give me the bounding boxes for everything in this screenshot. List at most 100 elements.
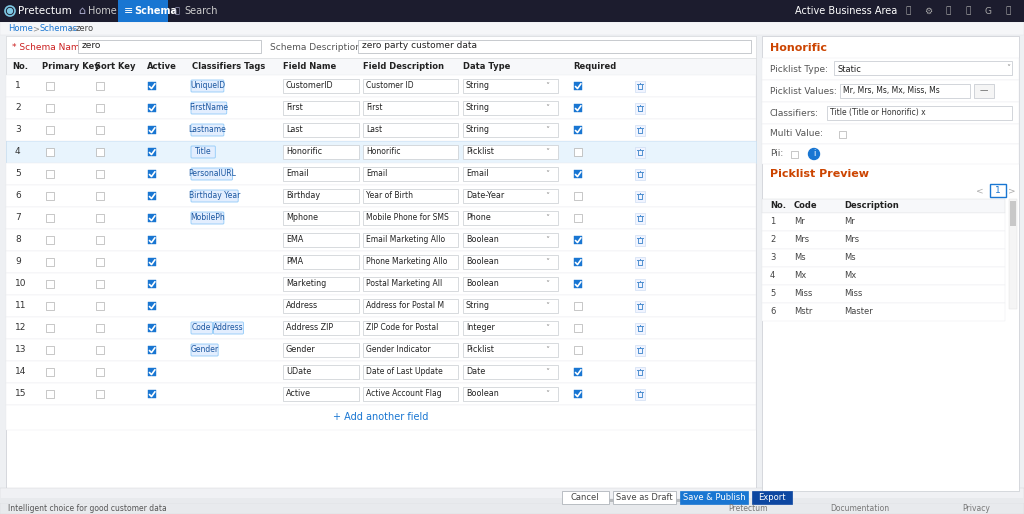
Text: Classifiers Tags: Classifiers Tags [193,62,265,71]
Text: Mobile Phone for SMS: Mobile Phone for SMS [366,213,449,223]
Bar [463,255,558,269]
Bar [283,123,359,137]
Bar [148,302,156,310]
Text: <: < [976,187,984,195]
Bar [463,79,558,93]
Text: ˅: ˅ [545,345,549,355]
Bar [574,390,582,398]
Text: Customer ID: Customer ID [366,82,414,90]
Bar [6,163,756,185]
Text: String: String [466,82,490,90]
Text: Date: Date [466,368,485,376]
Text: Lastname: Lastname [188,125,226,135]
Bar [762,199,1005,213]
Bar [762,267,1005,285]
Text: Schema: Schema [134,6,177,16]
Text: ZIP Code for Postal: ZIP Code for Postal [366,323,440,333]
Text: Privacy: Privacy [963,504,990,513]
Bar [362,145,458,159]
Bar [635,81,645,91]
FancyBboxPatch shape [191,212,224,224]
Text: 1: 1 [15,82,20,90]
Text: Pii:: Pii: [770,150,783,158]
Text: zero: zero [82,42,101,50]
Bar [46,302,53,310]
Bar [6,317,756,339]
Bar [148,104,156,112]
Bar [463,123,558,137]
Bar [574,126,582,134]
Bar [463,321,558,335]
Text: Picklist Preview: Picklist Preview [770,169,869,179]
Text: Ms: Ms [844,253,856,263]
Text: Miss: Miss [794,289,812,299]
Bar [762,102,1019,124]
Text: Address for Postal M: Address for Postal M [366,302,444,310]
Bar [574,324,582,332]
Text: Mphone: Mphone [286,213,318,223]
Text: Miss: Miss [844,289,862,299]
Text: ˅: ˅ [545,235,549,245]
Text: 11: 11 [15,302,27,310]
Bar [590,499,720,502]
Bar [46,390,53,398]
Bar [1009,199,1017,309]
Bar [6,251,756,273]
Bar [463,299,558,313]
Bar [762,303,1005,321]
Text: Search: Search [184,6,217,16]
Bar [574,82,582,90]
Text: ˅: ˅ [545,258,549,266]
Text: Mr: Mr [844,217,855,227]
Text: No.: No. [770,201,786,211]
Bar [635,301,645,311]
Text: Required: Required [573,62,616,71]
Text: 9: 9 [15,258,20,266]
Bar [148,170,156,178]
Bar [362,101,458,115]
Text: Gender: Gender [286,345,315,355]
Bar [6,141,756,163]
Bar [6,229,756,251]
Bar [0,22,1024,35]
Bar [752,491,792,504]
Bar [6,36,756,497]
Text: 1: 1 [995,186,1000,195]
Text: ˅: ˅ [545,390,549,398]
Text: 8: 8 [15,235,20,245]
Bar [283,211,359,225]
Text: ⚙: ⚙ [924,7,932,15]
Text: Email: Email [466,170,488,178]
Bar [78,40,261,52]
Bar [148,148,156,156]
Bar [635,102,645,114]
Text: UDate: UDate [286,368,311,376]
Text: Gender: Gender [190,345,219,355]
Bar [463,343,558,357]
Text: ˅: ˅ [545,148,549,156]
Text: Date-Year: Date-Year [466,192,504,200]
Bar [148,324,156,332]
Text: Ms: Ms [794,253,806,263]
Bar [46,346,53,354]
Text: Marketing: Marketing [286,280,327,288]
Bar [46,280,53,288]
Text: 1: 1 [770,217,775,227]
Text: Classifiers:: Classifiers: [770,108,819,118]
Bar [283,101,359,115]
Bar [6,97,756,119]
Bar [46,170,53,178]
Text: ˅: ˅ [545,82,549,90]
Text: 🔑: 🔑 [966,7,971,15]
Bar [840,84,970,98]
Text: Export: Export [758,493,785,502]
Text: Pretectum: Pretectum [18,6,72,16]
FancyBboxPatch shape [191,80,224,92]
Text: Home: Home [88,6,117,16]
Bar [46,126,53,134]
Bar [362,233,458,247]
Bar [562,491,609,504]
Text: Active: Active [286,390,311,398]
Text: Honorific: Honorific [366,148,400,156]
Bar [762,144,1019,164]
